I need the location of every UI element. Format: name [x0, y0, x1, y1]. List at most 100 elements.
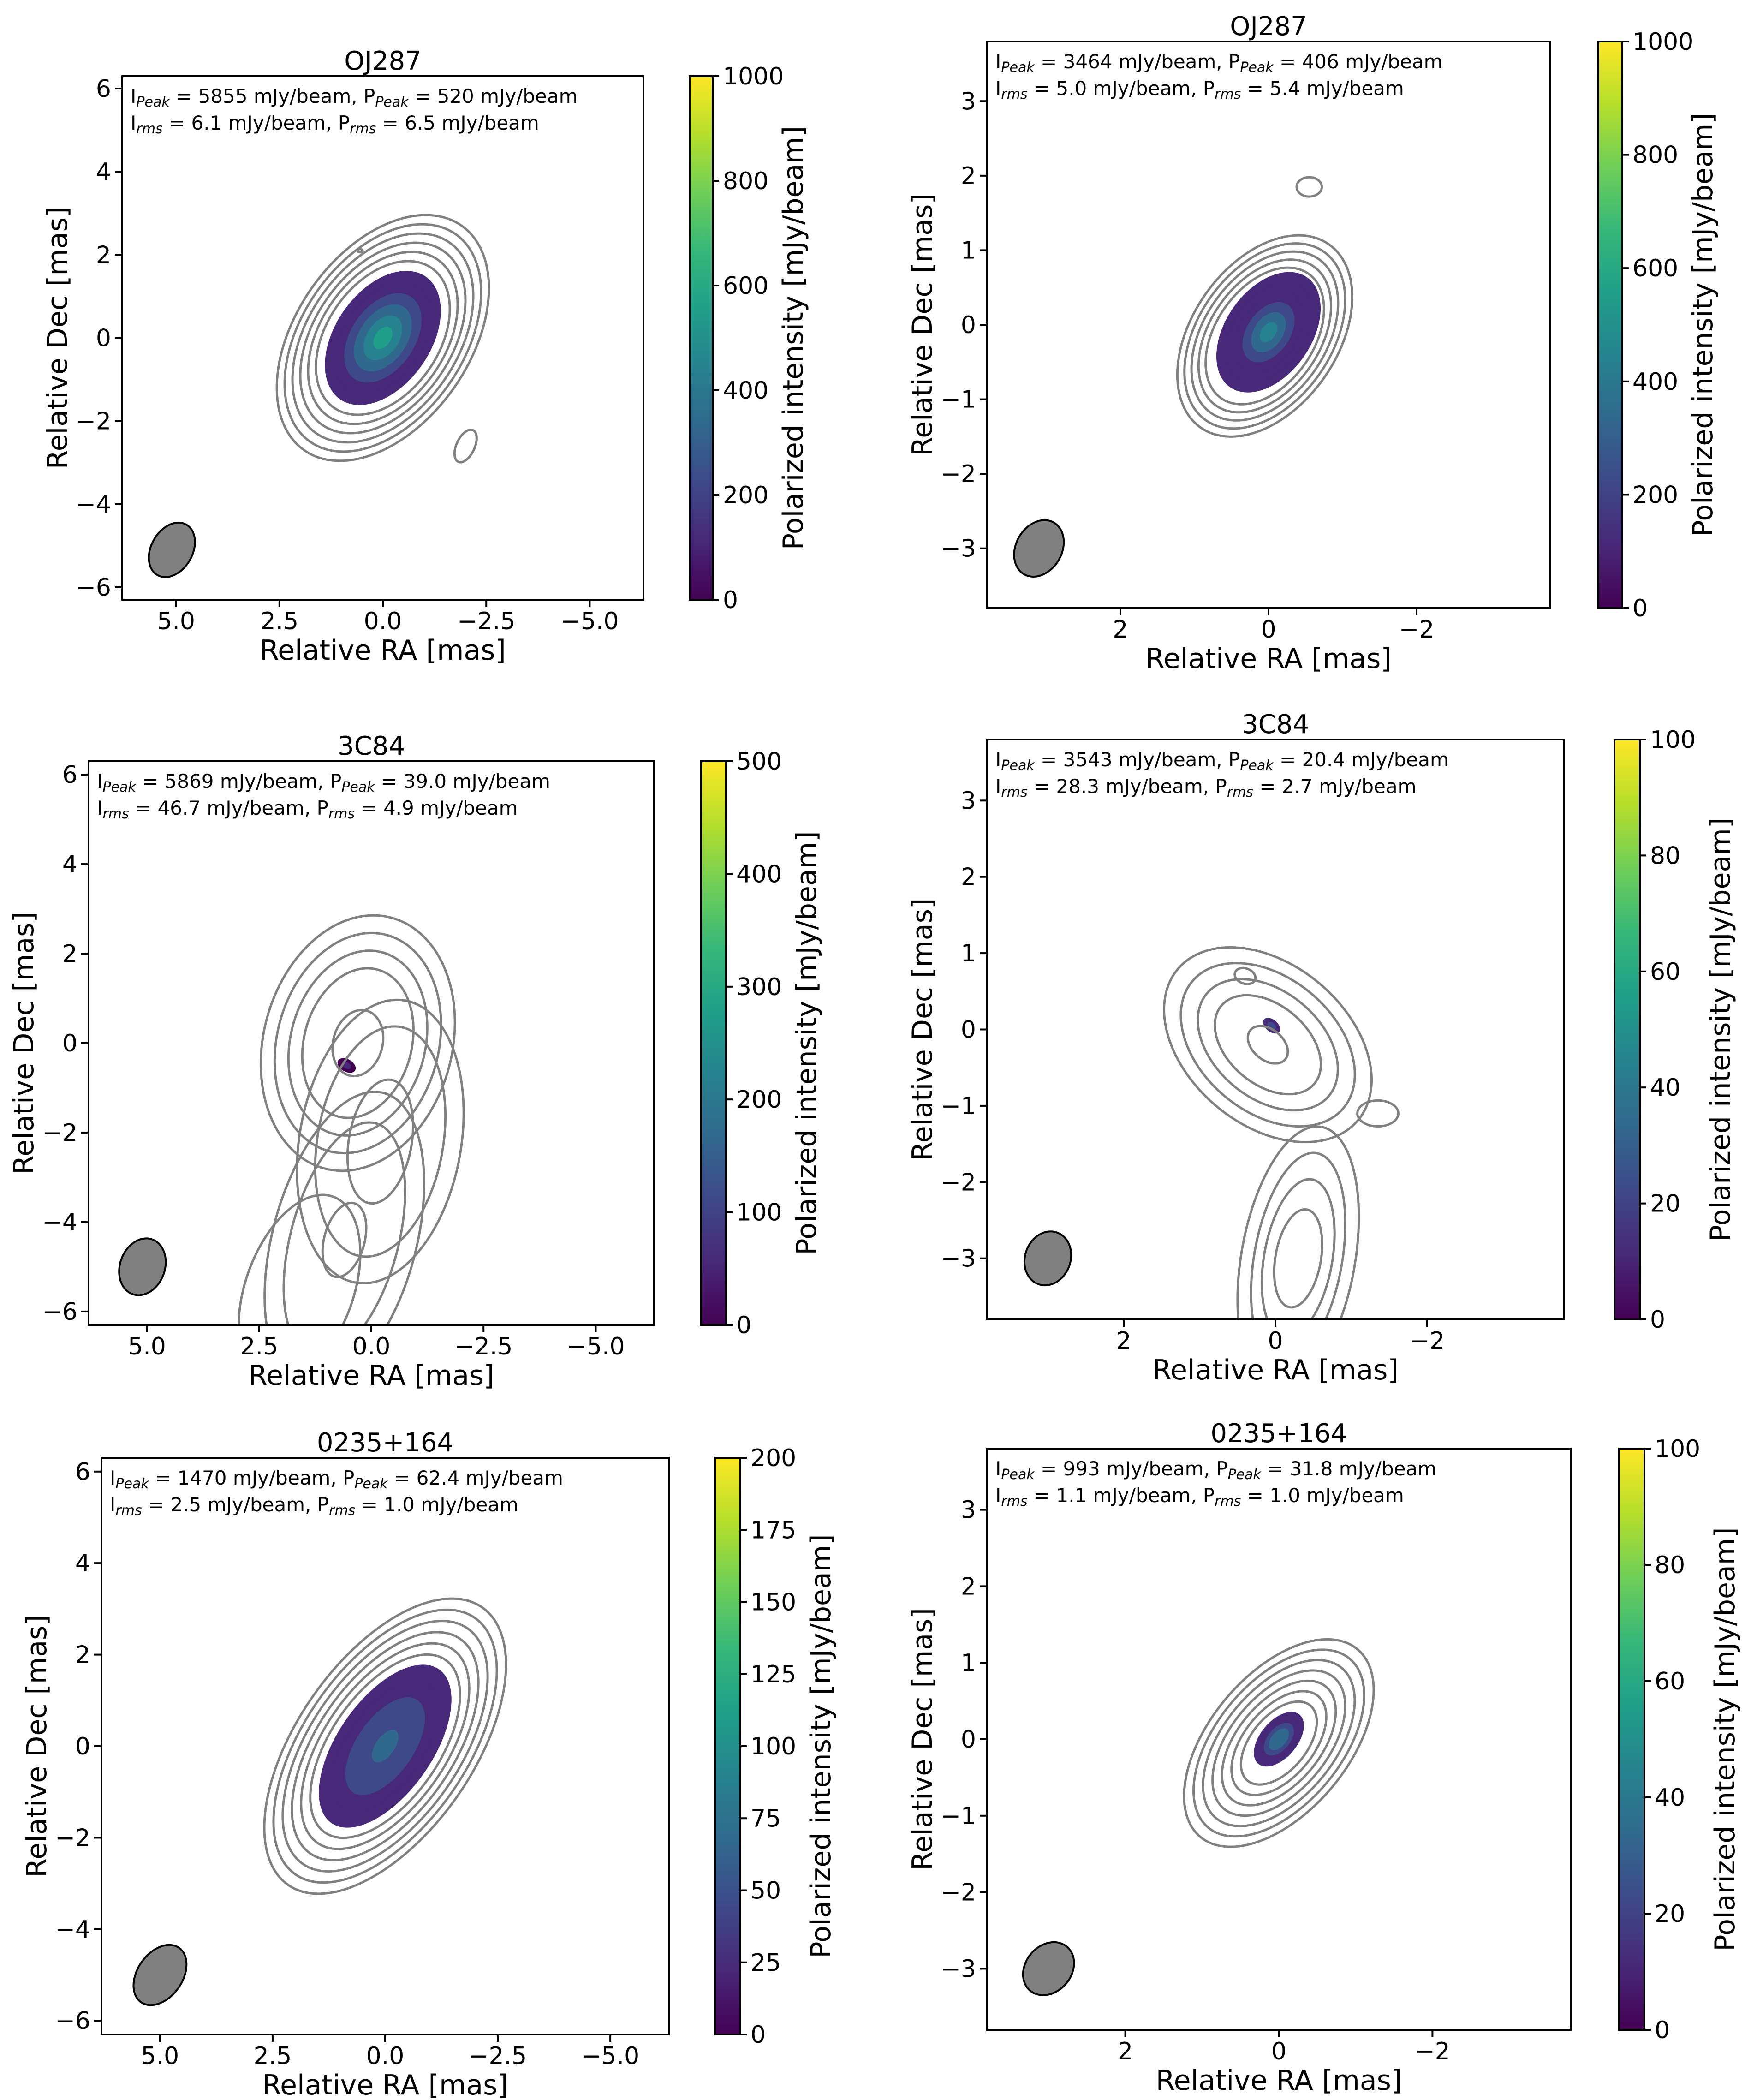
chart-title: 3C84: [1242, 710, 1309, 740]
annotation-text: =: [1241, 1484, 1269, 1507]
x-axis-label: Relative RA [mas]: [1145, 643, 1392, 675]
colorbar-label: Polarized intensity [mJy/beam]: [1704, 817, 1737, 1241]
plot-area: [148, 214, 490, 578]
annotation-subscript: Peak: [354, 1476, 388, 1492]
y-tick-label: 3: [961, 88, 976, 115]
annotation-subscript: rms: [1001, 784, 1027, 800]
annotation-text: mJy/beam: [1345, 748, 1449, 771]
y-tick-label: 2: [961, 162, 976, 190]
contour-line: [1214, 994, 1322, 1096]
annotation-text: I: [131, 85, 136, 107]
colorbar-tick-label: 200: [723, 482, 768, 509]
contour-line: [1163, 946, 1373, 1144]
x-tick-label: −2.5: [457, 608, 515, 635]
annotation-text: =: [1274, 50, 1302, 73]
plot-area: [1013, 176, 1354, 578]
contour-line: [1236, 1125, 1360, 1319]
y-tick-label: −4: [76, 491, 111, 519]
contour-line: [1273, 1208, 1323, 1309]
x-tick-label: 0.0: [352, 1333, 391, 1360]
contour-line: [291, 1631, 480, 1861]
annotation-subscript: Peak: [1228, 1467, 1262, 1483]
chart-title: OJ287: [1230, 12, 1307, 42]
annotation-text: =: [1035, 748, 1063, 771]
annotation-text: =: [1241, 77, 1269, 100]
x-axis-label: Relative RA [mas]: [1152, 1354, 1399, 1386]
chart-title: OJ287: [344, 46, 421, 76]
colorbar-tick-label: 40: [1655, 1784, 1685, 1812]
annotation-text: I: [110, 1467, 115, 1489]
beam-ellipse: [148, 521, 196, 578]
panel-3: 5.0 2.5 0.0 −2.5 −5.0 6 4 2 0 −2 −4 −6 3C84 Relative …: [8, 731, 823, 1392]
contour-line: [1239, 1700, 1318, 1786]
contour-line: [1356, 1099, 1400, 1128]
x-tick-label: −5.0: [560, 608, 619, 635]
y-tick-label: 6: [75, 1458, 90, 1486]
annotation-text: =: [1253, 775, 1282, 798]
y-axis-label: Relative Dec [mas]: [906, 898, 939, 1161]
colorbar-tick-label: 800: [1632, 142, 1678, 169]
colorbar-tick-label: 100: [736, 1199, 782, 1227]
colorbar-tick-label: 0: [1632, 595, 1648, 622]
annotation-text: =: [355, 1493, 384, 1516]
annotation-p-rms: 2.7: [1282, 775, 1313, 798]
annotation-p-peak: 406: [1302, 50, 1339, 73]
colorbar-tick-label: 100: [1655, 1435, 1700, 1463]
y-tick-label: 4: [62, 851, 77, 878]
annotation-rms-line: Irms = 6.1 mJy/beam, Prms = 6.5 mJy/beam: [131, 112, 539, 137]
annotation-text: =: [1028, 77, 1056, 100]
contour-line: [296, 998, 465, 1285]
colorbar-tick-label: 0: [736, 1312, 751, 1339]
y-tick-label: 6: [96, 75, 111, 103]
colorbar-tick-label: 600: [1632, 255, 1678, 282]
contour-set: [1236, 1125, 1360, 1319]
annotation-text: I: [97, 770, 102, 793]
y-tick-label: −6: [55, 2007, 90, 2035]
annotation-text: mJy/beam, P: [1100, 1457, 1228, 1480]
y-axis-label: Relative Dec [mas]: [906, 1608, 939, 1871]
y-tick-label: 0: [75, 1733, 90, 1760]
contour-line: [287, 949, 429, 1137]
annotation-text: =: [1261, 1457, 1290, 1480]
annotation-subscript: rms: [328, 806, 355, 822]
colorbar: [689, 75, 714, 601]
annotation-i-peak: 3464: [1063, 50, 1113, 73]
contour-set: [1295, 176, 1323, 198]
colorbar-tick-label: 200: [736, 1086, 782, 1114]
contour-line: [1183, 1638, 1375, 1848]
contour-line: [453, 428, 478, 464]
x-tick-label: 5.0: [157, 608, 195, 635]
colorbar-tick-label: 80: [1655, 1551, 1685, 1579]
annotation-text: =: [149, 1467, 178, 1489]
y-tick-label: 3: [961, 1497, 976, 1524]
x-tick-label: 2.5: [260, 608, 298, 635]
annotation-text: mJy/beam, P: [214, 770, 342, 793]
colorbar-tick-label: 0: [750, 2021, 766, 2049]
annotation-text: =: [388, 1467, 417, 1489]
x-tick-label: −2.5: [454, 1333, 512, 1360]
contour-line: [1183, 242, 1346, 430]
y-tick-label: −1: [941, 1092, 976, 1120]
annotation-text: I: [110, 1493, 115, 1516]
colorbar-tick-label: 400: [723, 377, 768, 405]
colorbar-tick-label: 400: [736, 860, 782, 888]
y-tick-label: 0: [62, 1030, 77, 1057]
contour-line: [321, 1201, 368, 1278]
colorbar-tick-label: 1000: [1632, 28, 1693, 56]
y-tick-label: 1: [961, 940, 976, 967]
contour-line: [259, 914, 456, 1172]
contour-line: [238, 1193, 362, 1325]
colorbar-tick-label: 100: [750, 1733, 796, 1760]
annotation-i-peak: 3543: [1063, 748, 1113, 771]
x-tick-label: −2: [1399, 616, 1435, 644]
annotation-i-rms: 2.5: [170, 1493, 201, 1516]
contour-line: [282, 1121, 406, 1325]
annotation-rms-line: Irms = 2.5 mJy/beam, Prms = 1.0 mJy/beam: [110, 1493, 518, 1519]
colorbar-label: Polarized intensity [mJy/beam]: [805, 1534, 837, 1958]
contour-line: [1233, 966, 1257, 985]
polarized-intensity-level: [1260, 322, 1277, 342]
y-tick-label: −6: [42, 1298, 77, 1326]
contour-set: [453, 428, 478, 464]
beam-ellipse: [1022, 1941, 1075, 1996]
